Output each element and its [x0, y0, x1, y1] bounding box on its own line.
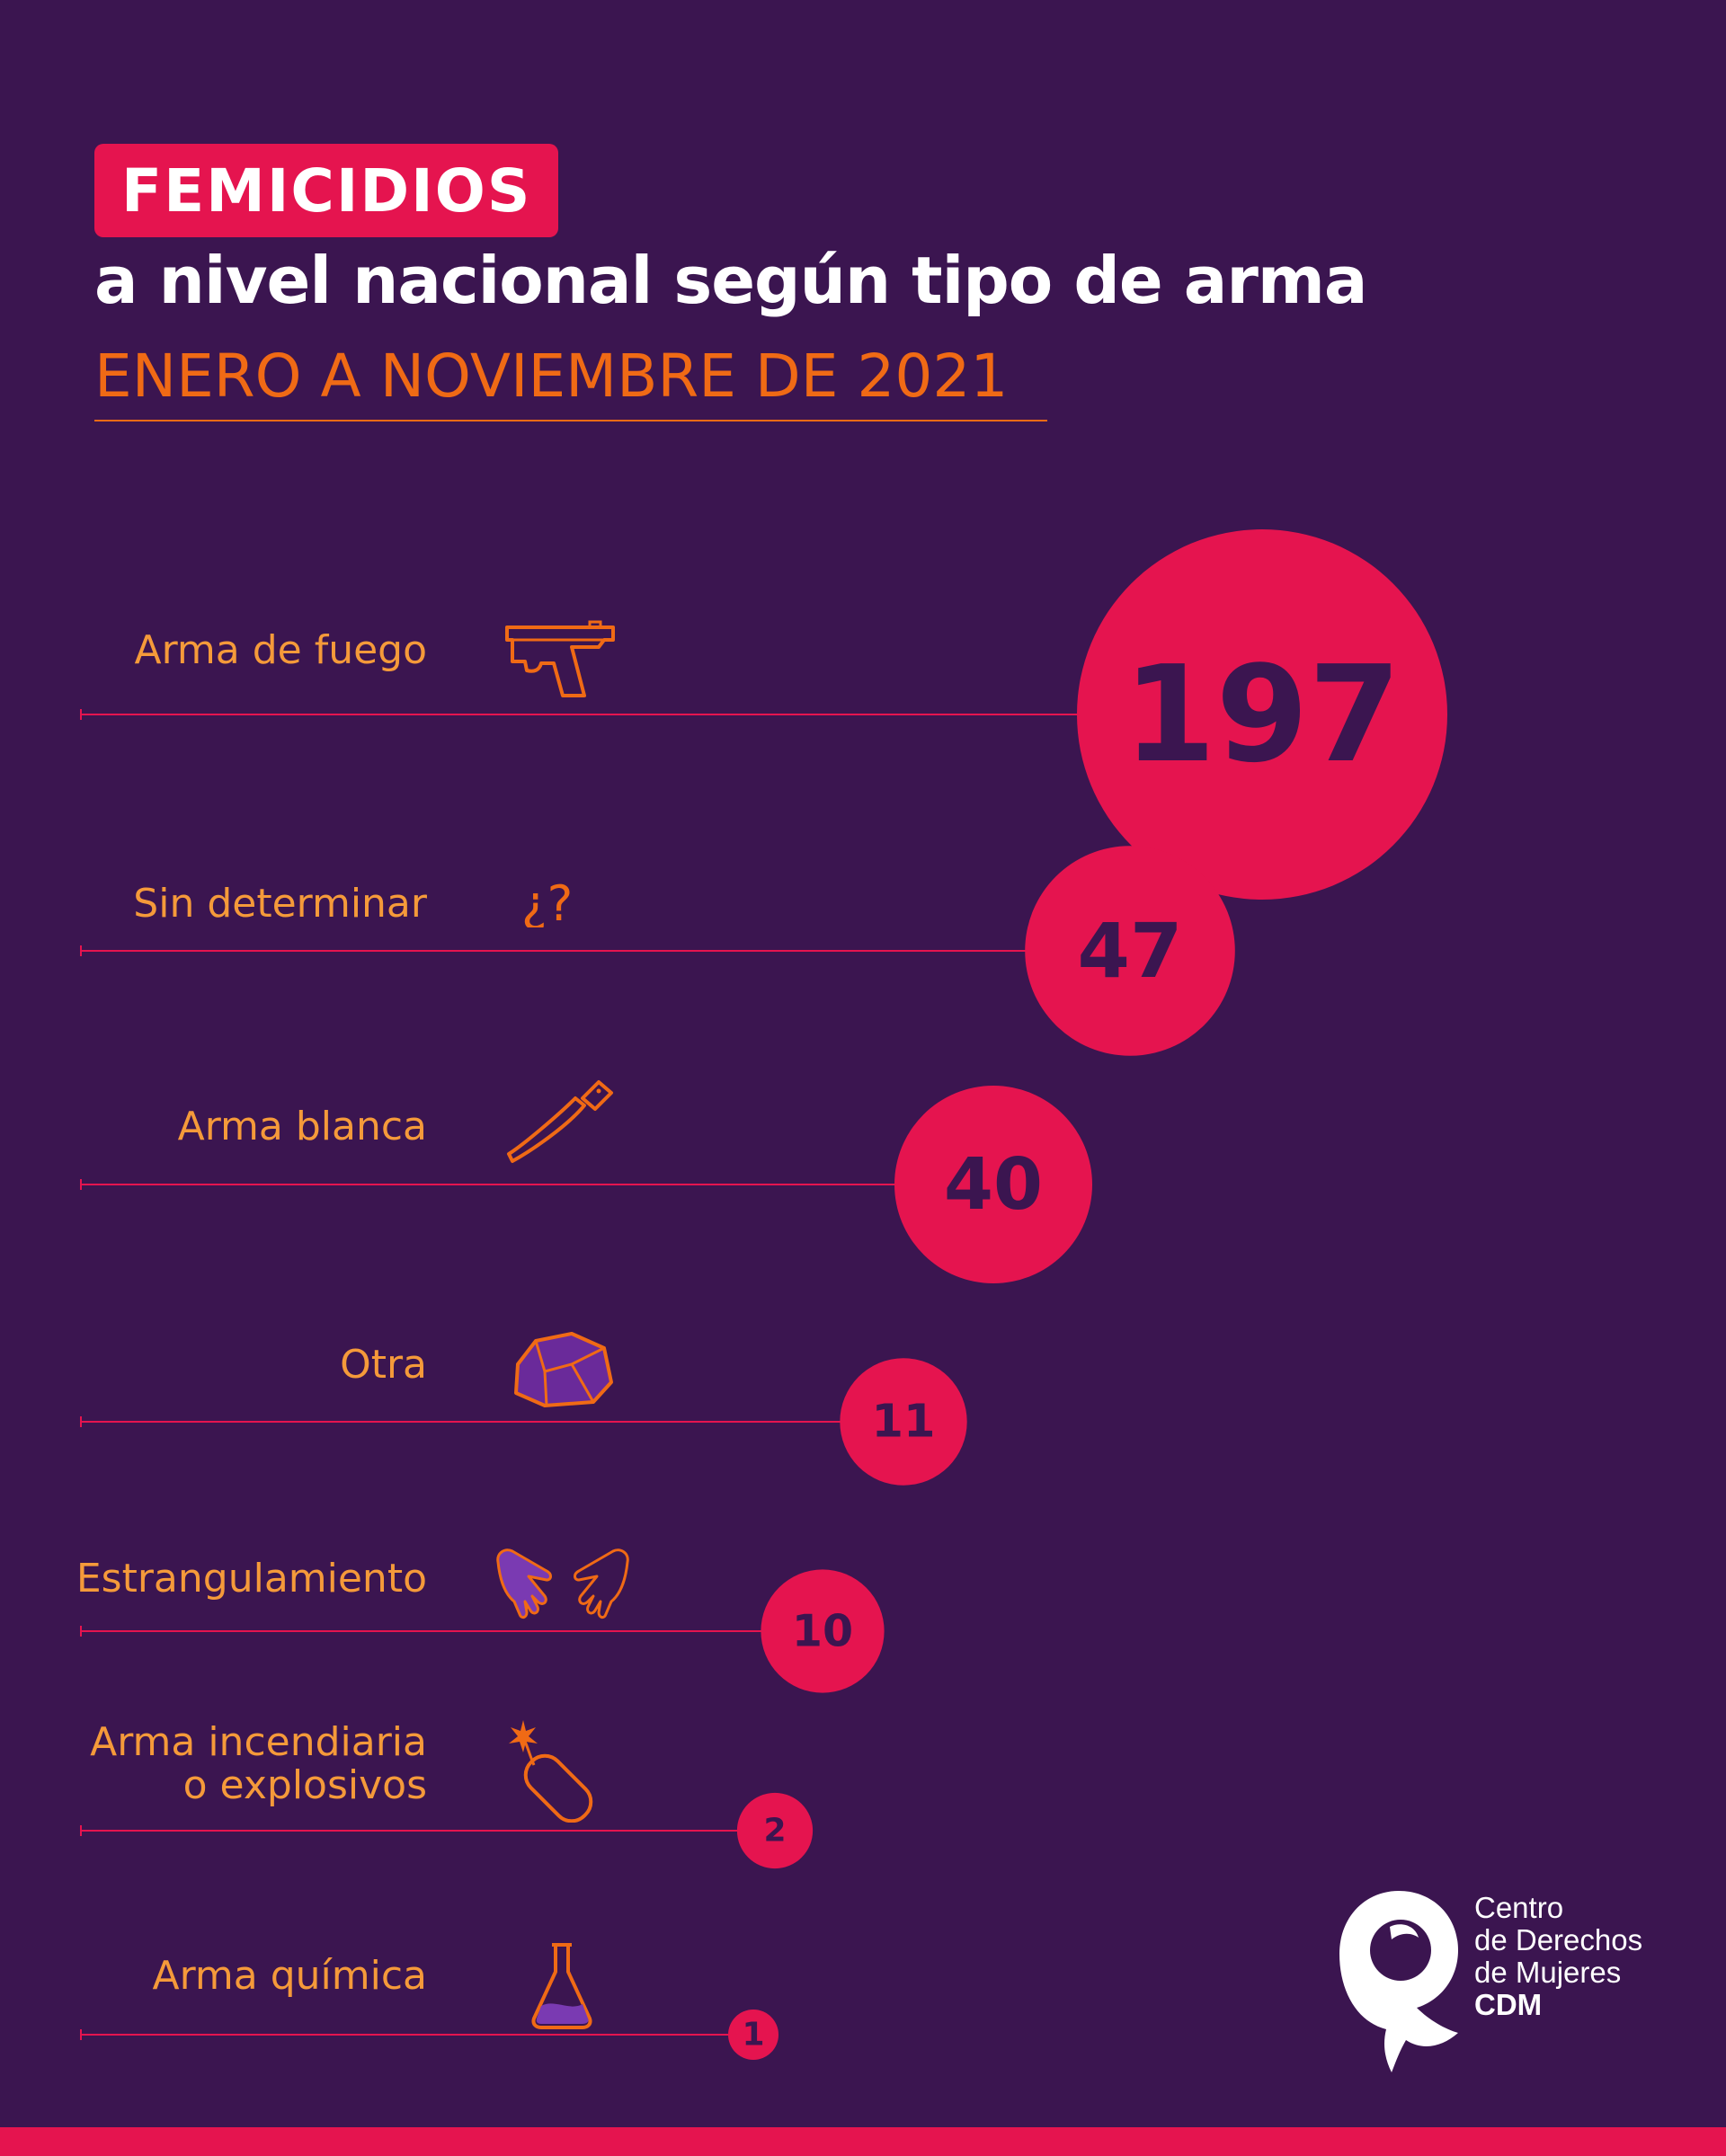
data-label: 10: [792, 1606, 853, 1657]
subtitle: a nivel nacional según tipo de arma: [94, 243, 1367, 318]
category-label: Arma química: [152, 1953, 427, 1999]
category-label: Arma incendiaria o explosivos: [90, 1719, 427, 1808]
bubble: [894, 1086, 1092, 1283]
category-label: Otra: [340, 1342, 427, 1388]
bubble: [728, 2010, 778, 2060]
data-label: 11: [872, 1396, 936, 1449]
bubble: [1077, 529, 1447, 900]
category-label: Estrangulamiento: [76, 1556, 427, 1601]
flask-icon: [531, 1943, 592, 2029]
title-underline: [94, 420, 1047, 421]
logo-line-4: CDM: [1474, 1988, 1543, 2021]
data-label: 40: [944, 1143, 1043, 1226]
bubble: [761, 1569, 885, 1693]
data-label: 2: [763, 1813, 786, 1850]
logo-line-2: de Derechos: [1474, 1923, 1643, 1956]
title-badge: FEMICIDIOS: [94, 144, 559, 237]
logo-line-3: de Mujeres: [1474, 1956, 1622, 1989]
machete-icon: [507, 1080, 613, 1163]
bubble: [736, 1792, 814, 1869]
rock-icon: [514, 1332, 613, 1407]
question-marks-icon: ¿?: [521, 875, 573, 927]
bottom-bar: [0, 2127, 1726, 2156]
svg-text:¿?: ¿?: [521, 875, 573, 927]
cdm-logo-text: Centro de Derechos de Mujeres CDM: [1474, 1892, 1642, 2021]
hands-icon: [496, 1548, 629, 1619]
logo-line-1: Centro: [1474, 1891, 1564, 1924]
category-label: Sin determinar: [133, 881, 427, 927]
period-label: ENERO A NOVIEMBRE DE 2021: [94, 342, 1009, 411]
bubble: [840, 1358, 967, 1486]
data-label: 1: [742, 2017, 764, 2054]
cdm-logo-icon: [1339, 1891, 1458, 2072]
pistol-icon: [505, 620, 615, 697]
category-label: Arma de fuego: [134, 627, 427, 673]
data-label: 197: [1124, 637, 1401, 792]
data-label: 47: [1078, 907, 1183, 995]
dynamite-icon: [509, 1720, 593, 1823]
title: FEMICIDIOS: [121, 155, 532, 226]
category-label: Arma blanca: [177, 1104, 427, 1149]
bubble: [1025, 846, 1235, 1056]
